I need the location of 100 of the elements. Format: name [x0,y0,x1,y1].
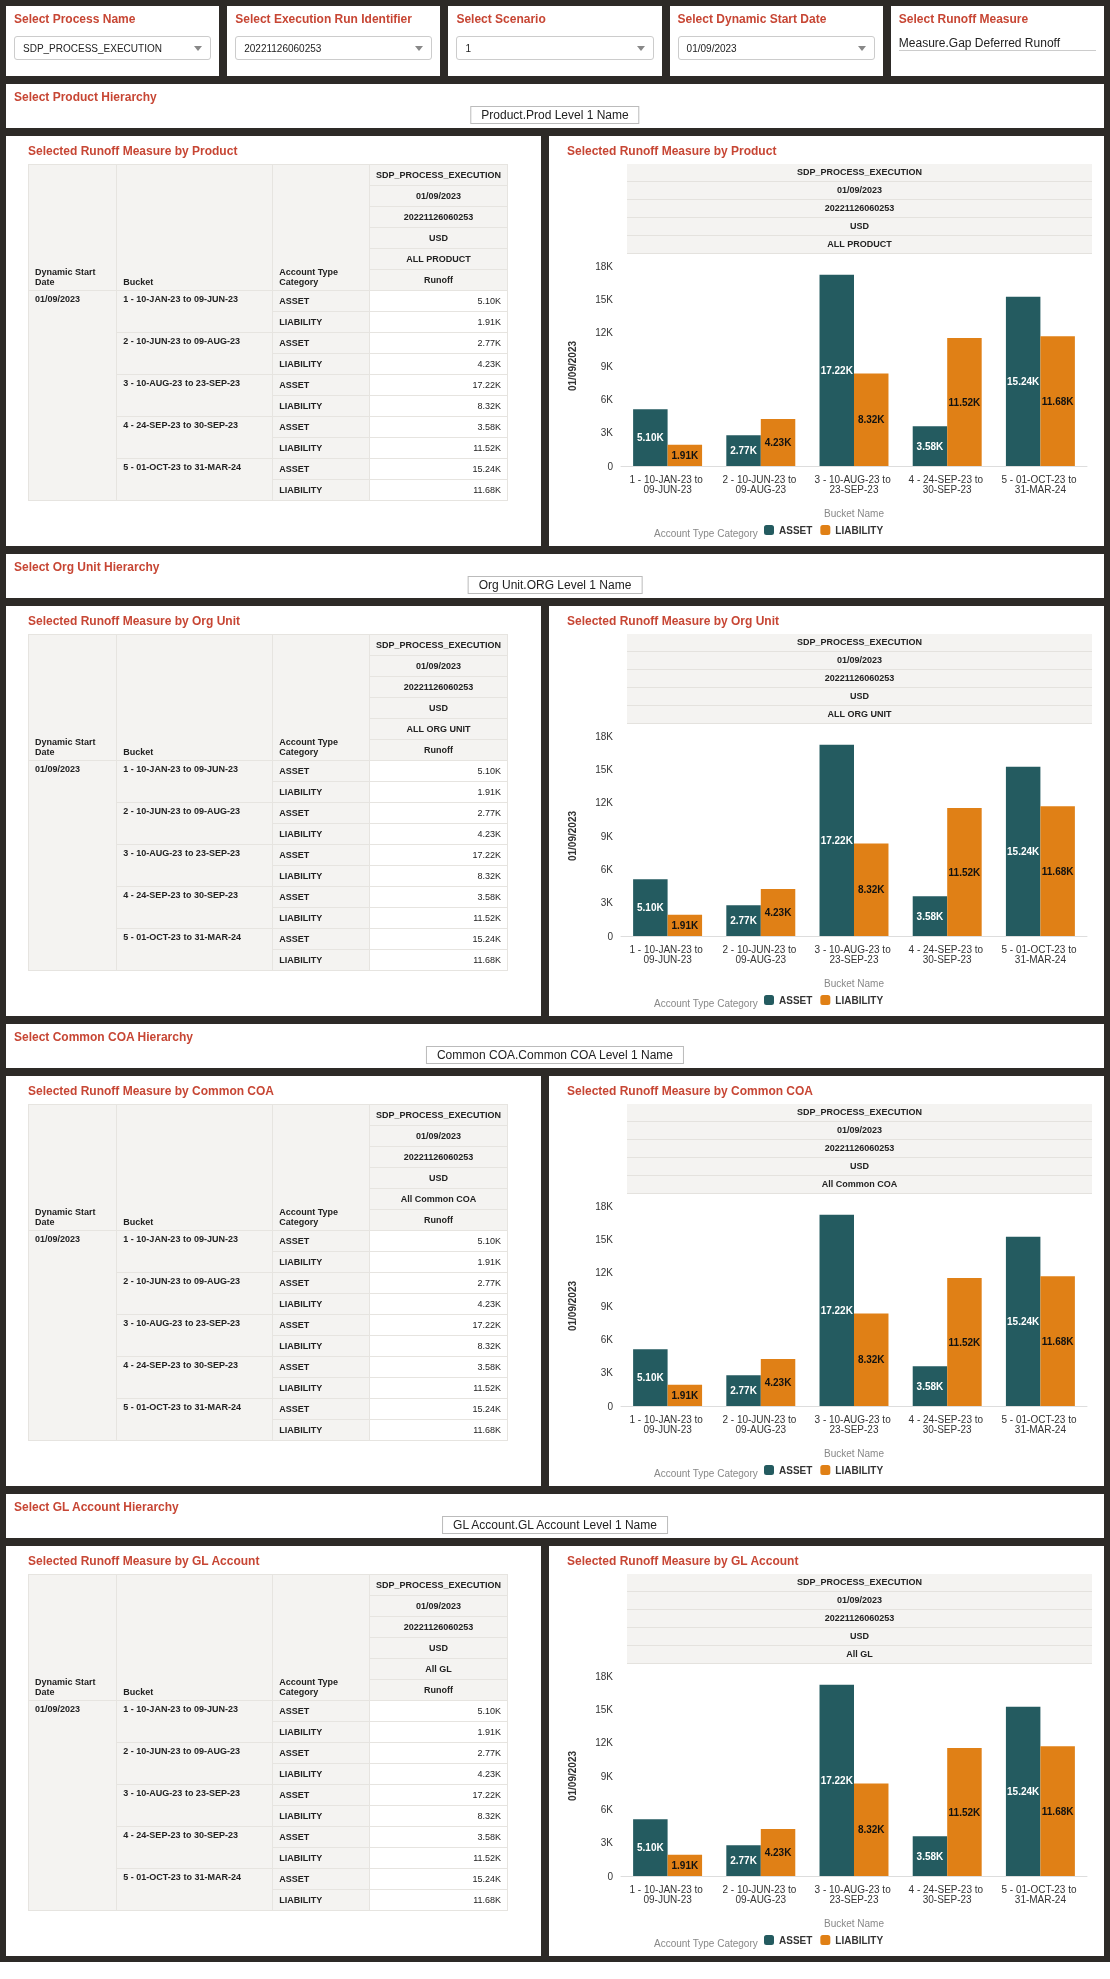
text: ASSET [279,934,310,944]
text: 17.22K [472,1790,501,1800]
chart-title: Selected Runoff Measure by Common COA [567,1084,815,1098]
text: 15.24K [472,1874,501,1884]
y-tick-label: 6K [600,393,614,405]
text: ASSET [279,850,310,860]
text: 4.23K [477,829,501,839]
text: 2.77K [477,1278,501,1288]
text: 20221126060253 [403,1622,474,1632]
text: 1 [465,42,471,54]
text: Bucket [116,164,273,291]
chart-title: Selected Runoff Measure by Org Unit [567,614,781,628]
bar [854,843,889,936]
data-label: 2.77K [730,1385,758,1397]
text: LIABILITY [279,359,323,369]
text: LIABILITY [279,871,323,881]
x-tick-label: 1 - 10-JAN-23 to 09-JUN-23 [629,1883,706,1905]
text: 20221126060253 [627,1140,1092,1158]
text: 8.32K [477,1811,501,1821]
text: Runoff [369,1679,508,1701]
category-label: 1 - 10-JAN-23 to 09-JUN-23 [123,1234,238,1244]
y-tick-label: 6K [600,1803,614,1815]
text: LIABILITY [279,485,323,495]
text: 15.24K [472,1404,501,1414]
text: 17.22K [472,850,501,860]
text: SDP_PROCESS_EXECUTION [627,634,1092,652]
data-label: 3.58K [916,440,945,452]
text: 11.68K [473,1895,501,1905]
y-tick-label: 15K [595,293,614,305]
text: GL Account.GL Account Level 1 Name [442,1516,668,1534]
x-tick-label: 4 - 24-SEP-23 to 30-SEP-23 [908,1883,986,1905]
legend-label: LIABILITY [835,1464,884,1476]
y-tick-label: 18K [595,1200,614,1212]
x-tick-label: 5 - 01-OCT-23 to 31-MAR-24 [1001,943,1080,965]
text: LIABILITY [279,401,323,411]
text: 01/09/2023 [35,294,81,304]
data-label: 17.22K [820,1304,854,1316]
text: All Common COA [400,1194,477,1204]
text: Dynamic Start Date [28,1104,117,1231]
text: All GL [425,1664,452,1674]
category-label: 2 - 10-JUN-23 to 09-AUG-23 [123,806,240,816]
text: 01/09/2023 [369,185,508,207]
category-label: 1 - 10-JAN-23 to 09-JUN-23 [123,1704,238,1714]
text: ASSET [279,380,310,390]
category-label: 4 - 24-SEP-23 to 30-SEP-23 [123,1360,238,1370]
data-label: 4.23K [764,907,793,918]
text: ASSET [279,422,310,432]
text: Select Org Unit Hierarchy [14,560,161,574]
data-label: 11.52K [948,396,982,408]
data-label: 15.24K [1007,845,1041,857]
text: Runoff [369,269,508,291]
y-tick-label: 6K [600,863,614,875]
legend-label: ASSET [779,524,813,536]
y-tick-label: 3K [600,427,614,439]
text: 11.52K [473,913,501,923]
category-label: 4 - 24-SEP-23 to 30-SEP-23 [123,1830,238,1840]
text: ASSET [279,296,310,306]
legend-label: LIABILITY [835,994,884,1006]
data-label: 8.32K [857,414,886,426]
text: Dynamic Start Date [28,164,117,291]
text: 20221126060253 [403,212,474,222]
data-label: 4.23K [764,1377,793,1388]
data-label: 3.58K [916,910,945,922]
x-axis-title: Bucket Name [823,507,885,519]
text: ASSET [279,464,310,474]
category-label: 3 - 10-AUG-23 to 23-SEP-23 [123,1318,240,1328]
category-label: 4 - 24-SEP-23 to 30-SEP-23 [123,890,238,900]
text: Select Product Hierarchy [14,90,158,104]
x-tick-label: 2 - 10-JUN-23 to 09-AUG-23 [722,473,800,495]
category-label: 2 - 10-JUN-23 to 09-AUG-23 [123,336,240,346]
x-axis-title: Bucket Name [823,977,885,989]
text: SDP_PROCESS_EXECUTION [23,42,162,54]
y-tick-label: 12K [595,327,614,339]
data-label: 1.91K [671,449,699,461]
data-label: 8.32K [857,884,886,896]
chart-title: Selected Runoff Measure by Org Unit [28,614,241,628]
text: 01/09/2023 [627,182,1092,200]
text: 5.10K [477,1706,501,1716]
text: LIABILITY [279,829,323,839]
text: ASSET [279,1278,310,1288]
category-label: 1 - 10-JAN-23 to 09-JUN-23 [123,294,238,304]
text: LIABILITY [279,1769,323,1779]
text: Common COA.Common COA Level 1 Name [425,1046,685,1064]
x-tick-label: 3 - 10-AUG-23 to 23-SEP-23 [814,473,894,495]
text: Runoff [369,739,508,761]
text: Bucket [116,634,273,761]
x-tick-label: 1 - 10-JAN-23 to 09-JUN-23 [629,943,706,965]
text: 01/09/2023 [627,652,1092,670]
text: 11.68K [473,485,501,495]
data-label: 2.77K [730,1855,758,1867]
text: 5.10K [477,766,501,776]
data-label: 1.91K [671,1389,699,1401]
text: LIABILITY [279,787,323,797]
y-tick-label: 15K [595,1233,614,1245]
text: 01/09/2023 [686,42,737,54]
x-tick-label: 1 - 10-JAN-23 to 09-JUN-23 [629,473,706,495]
y-axis-title: 01/09/2023 [566,340,578,392]
text: ASSET [279,1874,310,1884]
text: 20221126060253 [627,200,1092,218]
chart-title: Selected Runoff Measure by GL Account [28,1554,260,1568]
